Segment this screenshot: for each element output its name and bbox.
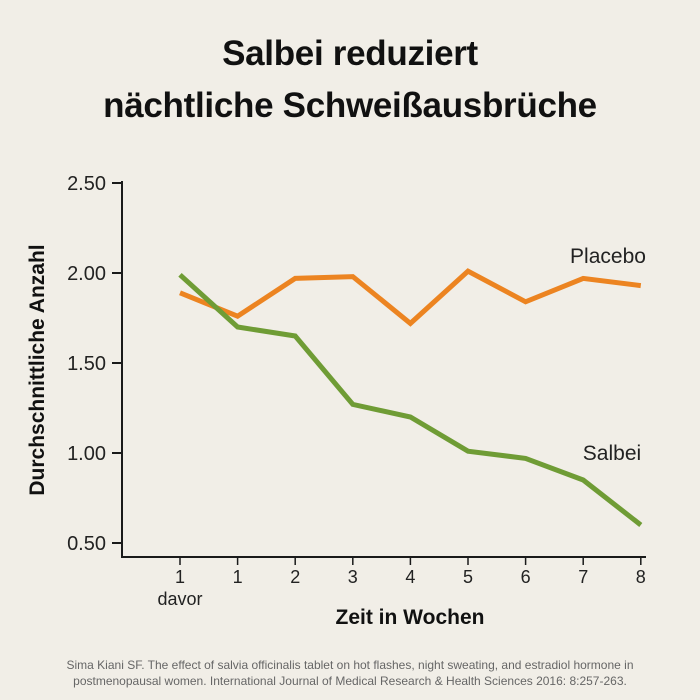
x-tick-label: 4 bbox=[405, 567, 415, 587]
series-line-salbei bbox=[178, 272, 643, 527]
x-tick-label: 7 bbox=[578, 567, 588, 587]
x-tick-label: 5 bbox=[463, 567, 473, 587]
x-tick-sublabel: davor bbox=[157, 589, 202, 609]
y-tick-label: 2.50 bbox=[67, 173, 106, 195]
x-tick-label: 3 bbox=[348, 567, 358, 587]
title-line-1: Salbei reduziert bbox=[222, 34, 478, 73]
y-ticks: 0.50 1.00 1.50 2.00 2.50 bbox=[67, 173, 122, 555]
y-tick-label: 1.50 bbox=[67, 353, 106, 375]
y-tick-label: 1.00 bbox=[67, 443, 106, 465]
series-label-salbei: Salbei bbox=[583, 442, 641, 465]
title-line-2: nächtliche Schweißausbrüche bbox=[103, 86, 597, 125]
x-tick-label: 1 bbox=[233, 567, 243, 587]
series-line-placebo bbox=[179, 268, 642, 327]
series-label-placebo: Placebo bbox=[570, 245, 646, 268]
source-line-2: postmenopausal women. International Jour… bbox=[73, 674, 627, 688]
x-tick-label: 6 bbox=[521, 567, 531, 587]
y-tick-label: 0.50 bbox=[67, 533, 106, 555]
x-tick-label: 2 bbox=[290, 567, 300, 587]
series-layer: Placebo Salbei bbox=[178, 245, 646, 527]
source-citation: Sima Kiani SF. The effect of salvia offi… bbox=[0, 657, 700, 689]
source-line-1: Sima Kiani SF. The effect of salvia offi… bbox=[66, 658, 634, 672]
axes bbox=[121, 181, 646, 558]
chart-title: Salbei reduziert nächtliche Schweißausbr… bbox=[0, 28, 700, 132]
y-tick-label: 2.00 bbox=[67, 263, 106, 285]
x-axis-title: Zeit in Wochen bbox=[336, 606, 485, 629]
x-tick-label: 8 bbox=[636, 567, 646, 587]
x-tick-label: 1 bbox=[175, 567, 185, 587]
y-axis-title: Durchschnittliche Anzahl bbox=[26, 244, 49, 495]
